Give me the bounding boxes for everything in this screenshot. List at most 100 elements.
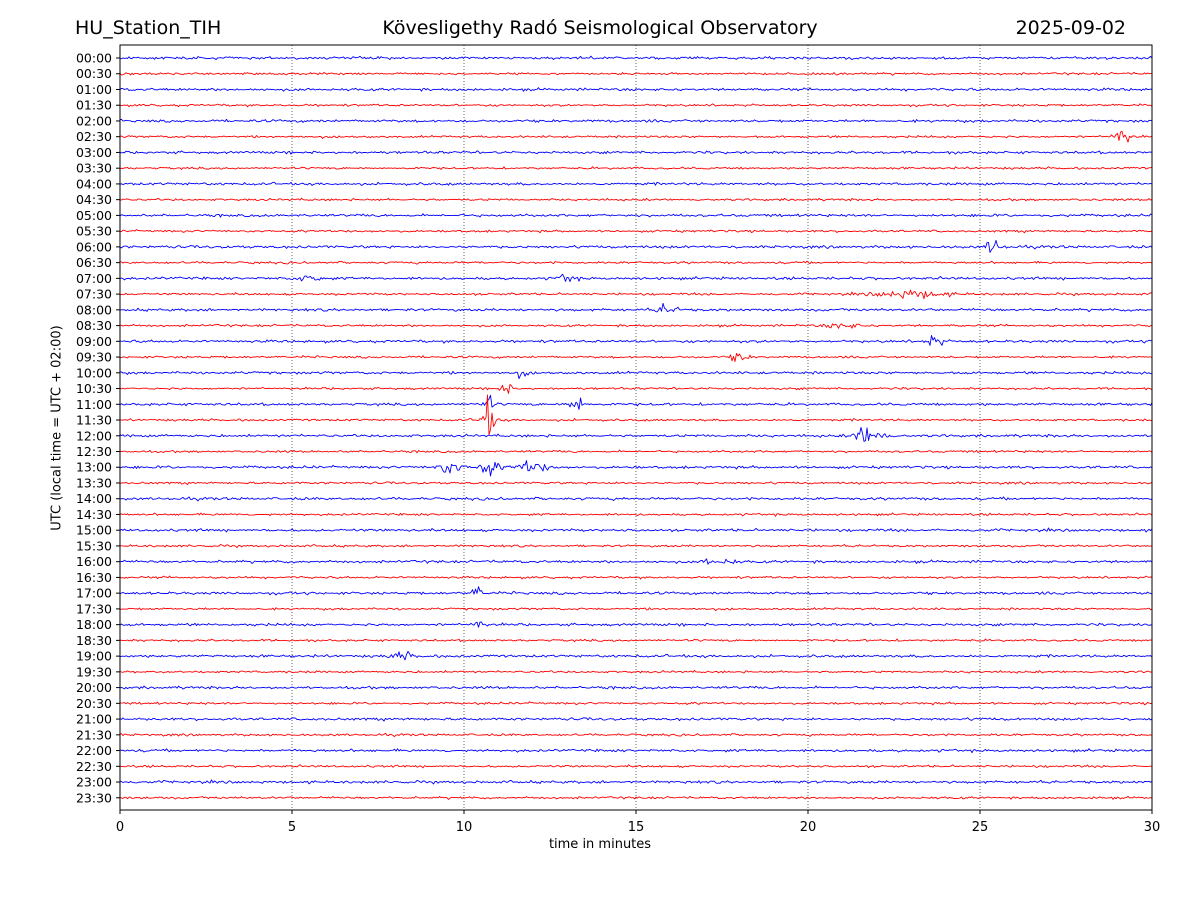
trace-row [119,621,1153,628]
y-tick-label: 23:00 [76,775,112,790]
y-tick-label: 09:30 [76,350,112,365]
trace-row [119,717,1153,722]
grid-lines [291,45,981,810]
y-tick-label: 22:30 [76,759,112,774]
trace-row [119,586,1153,596]
y-tick-label: 10:00 [76,365,112,380]
y-tick-label: 00:00 [76,51,112,66]
y-tick-label: 06:00 [76,239,112,254]
trace-row [119,607,1153,612]
trace-row [119,213,1153,218]
trace-row [119,166,1153,170]
y-tick-label: 04:00 [76,176,112,191]
y-tick-label: 16:00 [76,554,112,569]
y-tick-label: 05:00 [76,208,112,223]
x-tick-label: 10 [456,820,473,835]
trace-row [119,118,1153,124]
y-tick-label: 17:00 [76,586,112,601]
y-tick-label: 14:00 [76,491,112,506]
trace-row [119,239,1153,253]
trace-row [119,370,1153,380]
trace-row [119,197,1153,202]
y-tick-label: 20:30 [76,696,112,711]
y-tick-label: 03:00 [76,145,112,160]
x-tick-label: 20 [800,820,817,835]
trace-row [119,669,1153,674]
trace-row [119,335,1153,346]
x-tick-label: 5 [288,820,296,835]
y-tick-label: 11:00 [76,397,112,412]
y-tick-label: 18:00 [76,617,112,632]
y-tick-label: 12:00 [76,428,112,443]
trace-row [119,544,1153,549]
y-tick-label: 13:30 [76,475,112,490]
trace-row [119,383,1153,394]
trace-row [119,103,1153,108]
trace-row [119,449,1153,454]
trace-row [119,426,1153,442]
y-tick-label: 14:30 [76,507,112,522]
y-tick-label: 22:00 [76,743,112,758]
trace-row [119,638,1153,643]
y-tick-label: 18:30 [76,633,112,648]
trace-row [119,481,1153,486]
y-tick-label: 19:00 [76,649,112,664]
trace-row [119,779,1153,785]
y-tick-label: 01:00 [76,82,112,97]
y-tick-label: 12:30 [76,444,112,459]
trace-row [119,527,1153,533]
y-tick-label: 16:30 [76,570,112,585]
trace-row [120,323,1153,329]
y-tick-label: 15:00 [76,523,112,538]
y-axis-label: UTC (local time = UTC + 02:00) [49,325,65,531]
plot-date: 2025-09-02 [1015,17,1126,39]
y-axis-ticks: 00:0000:3001:0001:3002:0002:3003:0003:30… [76,51,120,805]
trace-row [119,260,1153,265]
trace-row [119,130,1153,143]
y-tick-label: 09:00 [76,334,112,349]
y-tick-label: 07:30 [76,287,112,302]
trace-row [119,302,1152,313]
y-tick-label: 15:30 [76,538,112,553]
trace-row [119,575,1153,580]
y-tick-label: 06:30 [76,255,112,270]
trace-row [119,394,1153,436]
trace-row [119,87,1153,92]
trace-row [120,229,1153,234]
observatory-title: Kövesligethy Radó Seismological Observat… [382,17,818,39]
trace-row [119,273,1153,283]
y-tick-label: 05:30 [76,224,112,239]
y-tick-label: 02:00 [76,113,112,128]
y-tick-label: 02:30 [76,129,112,144]
y-tick-label: 08:00 [76,302,112,317]
y-tick-label: 10:30 [76,381,112,396]
station-name: HU_Station_TIH [75,17,222,39]
trace-row [119,71,1152,76]
x-axis-ticks: 0 5 10 15 20 25 30 [116,810,1160,835]
y-tick-label: 00:30 [76,66,112,81]
trace-row [119,460,1153,477]
y-tick-label: 03:30 [76,161,112,176]
y-tick-label: 08:30 [76,318,112,333]
trace-row [119,650,1153,661]
trace-row [119,289,1153,300]
x-tick-label: 30 [1144,820,1161,835]
y-tick-label: 07:00 [76,271,112,286]
trace-row [119,732,1153,738]
y-tick-label: 20:00 [76,680,112,695]
trace-row [119,701,1152,706]
trace-row [120,352,1153,362]
y-tick-label: 11:30 [76,413,112,428]
y-tick-label: 01:30 [76,98,112,113]
trace-row [119,795,1153,800]
y-tick-label: 19:30 [76,664,112,679]
trace-row [119,748,1153,754]
trace-row [119,394,1153,410]
trace-row [119,685,1153,690]
y-tick-label: 13:00 [76,460,112,475]
y-tick-label: 21:00 [76,712,112,727]
x-axis-label: time in minutes [548,837,652,852]
y-tick-label: 21:30 [76,727,112,742]
y-tick-label: 04:30 [76,192,112,207]
